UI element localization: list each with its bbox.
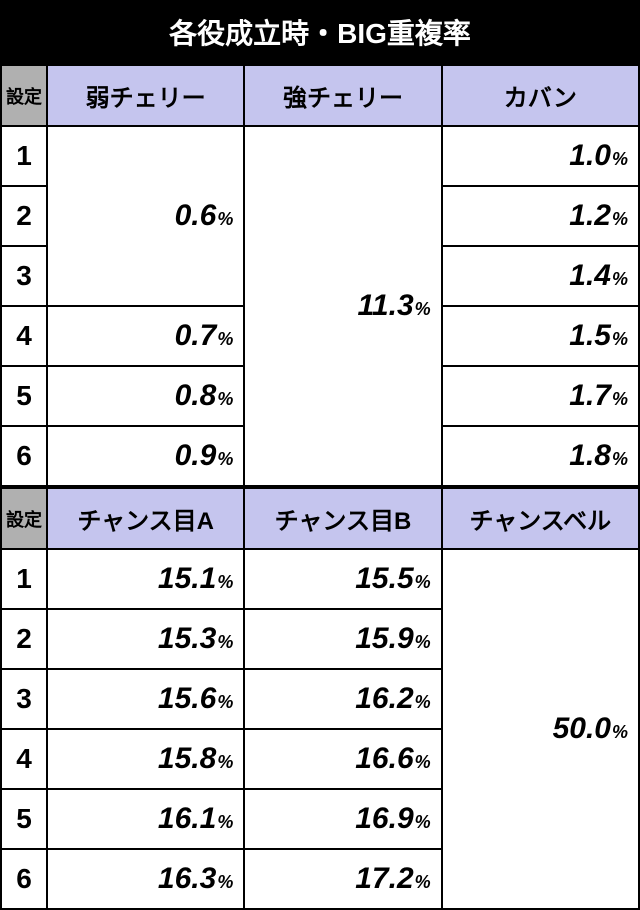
row-label: 3 bbox=[1, 246, 47, 306]
cell-value: 1.2% bbox=[442, 186, 639, 246]
cell-value: 11.3% bbox=[244, 126, 441, 486]
cell-value: 16.3% bbox=[47, 849, 244, 909]
row-label: 6 bbox=[1, 849, 47, 909]
table-title: 各役成立時・BIG重複率 bbox=[0, 0, 640, 64]
cell-value: 1.5% bbox=[442, 306, 639, 366]
cell-value: 16.6% bbox=[244, 729, 441, 789]
cell-value: 0.8% bbox=[47, 366, 244, 426]
cell-value: 15.9% bbox=[244, 609, 441, 669]
row-label: 4 bbox=[1, 729, 47, 789]
cell-value: 15.1% bbox=[47, 549, 244, 609]
cell-value: 1.4% bbox=[442, 246, 639, 306]
cell-value: 0.7% bbox=[47, 306, 244, 366]
row-label: 3 bbox=[1, 669, 47, 729]
cell-value: 1.7% bbox=[442, 366, 639, 426]
cell-value: 0.6% bbox=[47, 126, 244, 306]
header-col: 強チェリー bbox=[244, 65, 441, 126]
row-label: 5 bbox=[1, 789, 47, 849]
cell-value: 0.9% bbox=[47, 426, 244, 486]
cell-value: 15.3% bbox=[47, 609, 244, 669]
cell-value: 1.0% bbox=[442, 126, 639, 186]
table-section-2: 設定 チャンス目A チャンス目B チャンスベル 1 15.1% 15.5% 50… bbox=[0, 487, 640, 910]
row-label: 5 bbox=[1, 366, 47, 426]
row-label: 1 bbox=[1, 549, 47, 609]
header-col: チャンス目A bbox=[47, 488, 244, 549]
row-label: 2 bbox=[1, 609, 47, 669]
cell-value: 17.2% bbox=[244, 849, 441, 909]
row-label: 1 bbox=[1, 126, 47, 186]
row-label: 2 bbox=[1, 186, 47, 246]
header-settei: 設定 bbox=[1, 488, 47, 549]
cell-value: 15.6% bbox=[47, 669, 244, 729]
cell-value: 1.8% bbox=[442, 426, 639, 486]
cell-value: 16.2% bbox=[244, 669, 441, 729]
table-section-1: 設定 弱チェリー 強チェリー カバン 1 0.6% 11.3% 1.0% 2 1… bbox=[0, 64, 640, 487]
cell-value: 50.0% bbox=[442, 549, 639, 909]
header-col: チャンスベル bbox=[442, 488, 639, 549]
cell-value: 16.1% bbox=[47, 789, 244, 849]
header-col: カバン bbox=[442, 65, 639, 126]
cell-value: 15.8% bbox=[47, 729, 244, 789]
cell-value: 15.5% bbox=[244, 549, 441, 609]
header-settei: 設定 bbox=[1, 65, 47, 126]
header-col: チャンス目B bbox=[244, 488, 441, 549]
cell-value: 16.9% bbox=[244, 789, 441, 849]
row-label: 4 bbox=[1, 306, 47, 366]
header-col: 弱チェリー bbox=[47, 65, 244, 126]
row-label: 6 bbox=[1, 426, 47, 486]
